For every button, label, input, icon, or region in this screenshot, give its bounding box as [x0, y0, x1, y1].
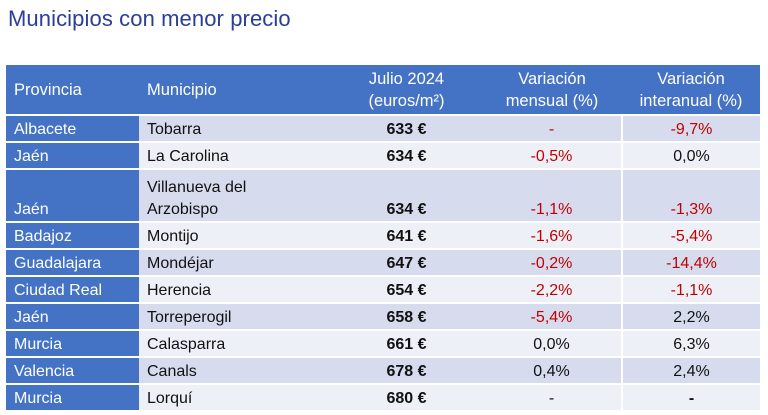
table-row: Murcia Calasparra 661 € 0,0% 6,3%: [6, 329, 760, 357]
table-row: Jaén La Carolina 634 € -0,5% 0,0%: [6, 141, 760, 169]
table-row: Guadalajara Mondéjar 647 € -0,2% -14,4%: [6, 248, 760, 276]
cell-interanual: 2,2%: [621, 302, 760, 330]
cell-municipio-line1: Villanueva del: [147, 179, 247, 196]
header-municipio: Municipio: [139, 65, 331, 115]
cell-mensual: -5,4%: [482, 302, 622, 330]
cell-provincia: Murcia: [6, 329, 139, 357]
cell-precio: 633 €: [331, 114, 482, 142]
cell-provincia: Albacete: [6, 114, 139, 142]
cell-municipio: Herencia: [139, 275, 331, 303]
cell-precio: 647 €: [331, 248, 482, 276]
table-row: Murcia Lorquí 680 € - -: [6, 383, 760, 410]
cell-interanual: -5,4%: [621, 221, 760, 249]
cell-interanual: -1,1%: [621, 275, 760, 303]
cell-provincia: Murcia: [6, 383, 139, 410]
header-variacion-interanual: Variación interanual (%): [622, 65, 760, 115]
cell-municipio: Mondéjar: [139, 248, 331, 276]
cell-interanual: -: [621, 383, 760, 410]
cell-mensual: -1,1%: [482, 168, 622, 222]
header-precio-line2: (euros/m²): [368, 91, 445, 110]
cell-precio: 678 €: [331, 356, 482, 384]
cell-mensual: -0,2%: [482, 248, 622, 276]
cell-precio: 661 €: [331, 329, 482, 357]
cell-precio: 634 €: [331, 168, 482, 222]
cell-provincia: Jaén: [6, 141, 139, 169]
header-variacion-mensual: Variación mensual (%): [482, 65, 622, 115]
price-table: Provincia Municipio Julio 2024 (euros/m²)…: [6, 65, 760, 410]
cell-mensual: -0,5%: [482, 141, 622, 169]
cell-municipio: Tobarra: [139, 114, 331, 142]
table-row: Jaén Villanueva del Arzobispo 634 € -1,1%…: [6, 168, 760, 222]
cell-provincia: Ciudad Real: [6, 275, 139, 303]
cell-municipio: Villanueva del Arzobispo: [139, 168, 331, 222]
table-row: Albacete Tobarra 633 € - -9,7%: [6, 114, 760, 142]
header-municipio-label: Municipio: [147, 80, 217, 99]
header-provincia-label: Provincia: [14, 80, 82, 99]
cell-mensual: 0,0%: [482, 329, 622, 357]
cell-municipio: Lorquí: [139, 383, 331, 410]
cell-interanual: 6,3%: [621, 329, 760, 357]
cell-mensual: -: [482, 383, 622, 410]
cell-municipio: La Carolina: [139, 141, 331, 169]
cell-interanual: -9,7%: [621, 114, 760, 142]
header-precio: Julio 2024 (euros/m²): [331, 65, 482, 115]
cell-municipio: Canals: [139, 356, 331, 384]
cell-municipio: Calasparra: [139, 329, 331, 357]
header-precio-line1: Julio 2024: [368, 69, 445, 88]
cell-provincia: Guadalajara: [6, 248, 139, 276]
header-mensual-line2: mensual (%): [505, 91, 599, 110]
cell-precio: 641 €: [331, 221, 482, 249]
cell-provincia: Jaén: [6, 168, 139, 222]
header-interanual-line2: interanual (%): [639, 91, 743, 110]
cell-mensual: -: [482, 114, 622, 142]
cell-precio: 680 €: [331, 383, 482, 410]
cell-precio: 654 €: [331, 275, 482, 303]
cell-provincia: Valencia: [6, 356, 139, 384]
cell-interanual: 0,0%: [621, 141, 760, 169]
cell-mensual: -2,2%: [482, 275, 622, 303]
cell-municipio-line2: Arzobispo: [147, 201, 219, 218]
table-row: Ciudad Real Herencia 654 € -2,2% -1,1%: [6, 275, 760, 303]
table-row: Valencia Canals 678 € 0,4% 2,4%: [6, 356, 760, 384]
cell-interanual: -14,4%: [621, 248, 760, 276]
table-row: Badajoz Montijo 641 € -1,6% -5,4%: [6, 221, 760, 249]
cell-mensual: -1,6%: [482, 221, 622, 249]
header-provincia: Provincia: [6, 65, 139, 115]
cell-interanual: 2,4%: [621, 356, 760, 384]
cell-municipio: Montijo: [139, 221, 331, 249]
page-title: Municipios con menor precio: [8, 6, 291, 31]
cell-municipio: Torreperogil: [139, 302, 331, 330]
cell-provincia: Badajoz: [6, 221, 139, 249]
cell-interanual: -1,3%: [621, 168, 760, 222]
cell-precio: 634 €: [331, 141, 482, 169]
table-row: Jaén Torreperogil 658 € -5,4% 2,2%: [6, 302, 760, 330]
cell-mensual: 0,4%: [482, 356, 622, 384]
cell-precio: 658 €: [331, 302, 482, 330]
header-row: Provincia Municipio Julio 2024 (euros/m²)…: [6, 65, 760, 115]
header-interanual-line1: Variación: [657, 69, 725, 88]
header-mensual-line1: Variación: [518, 69, 586, 88]
cell-provincia: Jaén: [6, 302, 139, 330]
